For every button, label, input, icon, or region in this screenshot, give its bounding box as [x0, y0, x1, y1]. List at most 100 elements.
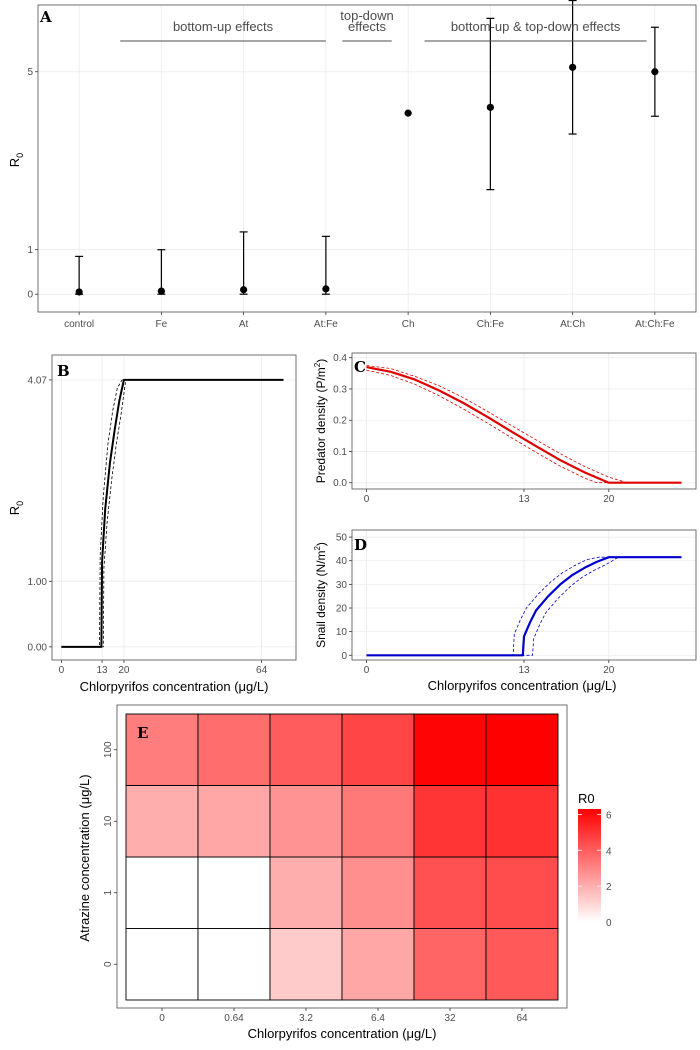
panel-e-legend: R0 0 2 4 6 [578, 791, 612, 929]
x-tick-label: 0 [364, 494, 370, 505]
heatmap-cell [413, 785, 487, 858]
heatmap-cell [197, 785, 271, 858]
panel-e-frame [116, 704, 568, 1009]
panel-b-y-axis-title: R0 [7, 501, 25, 515]
heatmap-cell [269, 856, 343, 929]
data-point [486, 103, 494, 111]
x-tick-label: 20 [603, 665, 615, 676]
panel-b: 0 13 20 64 0.00 1.00 4.07 B R0 Chlorpyrifos co… [7, 354, 297, 694]
x-tick-label: 0 [59, 665, 65, 676]
x-tick-label: 0 [364, 665, 370, 676]
heatmap-cell [125, 785, 199, 858]
x-tick-label: Ch [402, 319, 415, 330]
lower-bound-curve [366, 556, 682, 656]
x-tick-label: 20 [603, 494, 615, 505]
heatmap-cell [269, 713, 343, 786]
x-tick-label: 13 [518, 665, 530, 676]
x-tick-label: 64 [516, 1013, 528, 1024]
heatmap-cell [341, 713, 415, 786]
x-tick-label: 0 [159, 1013, 165, 1024]
heatmap-cell [485, 928, 559, 1001]
legend-tick-label: 0 [606, 918, 612, 929]
x-tick-label: At:Ch [560, 319, 585, 330]
heatmap-cell [125, 928, 199, 1001]
heatmap-cell [125, 713, 199, 786]
heatmap-cell [269, 785, 343, 858]
data-point [404, 109, 412, 117]
panel-a-frame [37, 4, 697, 313]
y-tick-label: 0 [103, 961, 114, 967]
x-tick-label: At:Fe [314, 319, 338, 330]
y-tick-label: 0.2 [333, 416, 347, 427]
upper-bound-curve [366, 556, 682, 656]
group-label-line2: effects [348, 19, 387, 34]
panel-b-letter: B [57, 362, 70, 380]
y-tick-label: 0.3 [333, 384, 347, 395]
y-tick-label: 1 [27, 245, 33, 256]
panel-d-lines [366, 556, 682, 657]
panel-a-grid [38, 5, 696, 312]
data-point [75, 288, 83, 296]
panel-e-letter: E [137, 724, 148, 742]
x-tick-label: control [64, 319, 94, 330]
heatmap-cell [269, 928, 343, 1001]
heatmap-cell [341, 856, 415, 929]
heatmap-cell [485, 713, 559, 786]
data-point [157, 287, 165, 295]
panel-d-y-axis-title: Snail density (N/m2) [313, 542, 328, 648]
panel-a-error-bars [75, 0, 659, 295]
x-tick-label: Ch:Fe [477, 319, 505, 330]
y-tick-label: 40 [336, 556, 348, 567]
legend-colorbar [578, 809, 601, 922]
panel-b-ticks: 0 13 20 64 0.00 1.00 4.07 [28, 375, 268, 676]
main-curve [61, 378, 284, 648]
panel-d-x-axis-title: Chlorpyrifos concentration (μg/L) [428, 678, 617, 693]
main-curve [366, 556, 682, 657]
x-tick-label: 6.4 [371, 1013, 385, 1024]
x-tick-label: Fe [156, 319, 168, 330]
panel-e-cells [125, 713, 559, 1001]
x-tick-label: 20 [118, 665, 130, 676]
panel-c-letter: C [354, 358, 366, 376]
panel-d-frame [351, 529, 697, 661]
panel-c-frame [351, 352, 697, 490]
x-tick-label: At:Ch:Fe [635, 319, 675, 330]
main-curve [366, 366, 682, 484]
panel-b-x-axis-title: Chlorpyrifos concentration (μg/L) [80, 679, 269, 694]
panel-e-y-axis-title: Atrazine concentration (μg/L) [77, 774, 92, 941]
legend-ticks: 0 2 4 6 [578, 810, 612, 929]
upper-bound-curve [61, 379, 284, 648]
x-tick-label: 13 [518, 494, 530, 505]
panel-c: 0 13 20 0.0 0.1 0.2 0.3 0.4 C Predator density … [313, 352, 697, 505]
heatmap-cell [341, 928, 415, 1001]
data-point [240, 286, 248, 294]
panel-c-ticks: 0 13 20 0.0 0.1 0.2 0.3 0.4 [333, 353, 615, 505]
y-tick-label: 50 [336, 533, 348, 544]
y-tick-label: 10 [103, 815, 114, 827]
panel-c-lines [366, 365, 682, 484]
heatmap-cell [125, 856, 199, 929]
x-tick-label: 32 [444, 1013, 456, 1024]
heatmap-cell [197, 856, 271, 929]
x-tick-label: At [239, 319, 249, 330]
panel-b-lines [61, 378, 284, 648]
panel-a-letter: A [39, 8, 52, 26]
panel-b-frame [51, 354, 297, 661]
y-tick-label: 5 [27, 67, 33, 78]
y-tick-label: 0.00 [28, 642, 48, 653]
heatmap-cell [485, 856, 559, 929]
panel-a-y-axis-title: R0 [7, 153, 25, 167]
panel-a-points [75, 63, 659, 296]
heatmap-cell [197, 713, 271, 786]
data-point [651, 68, 659, 76]
group-label: bottom-up & top-down effects [451, 19, 621, 34]
y-tick-label: 4.07 [28, 375, 48, 386]
y-tick-label: 0.1 [333, 447, 347, 458]
y-tick-label: 0 [341, 651, 347, 662]
legend-title: R0 [578, 791, 595, 806]
panel-a-ticks: control Fe At At:Fe Ch Ch:Fe At:Ch At:Ch:Fe 0 1 5 [27, 67, 675, 330]
x-tick-label: 13 [96, 665, 108, 676]
